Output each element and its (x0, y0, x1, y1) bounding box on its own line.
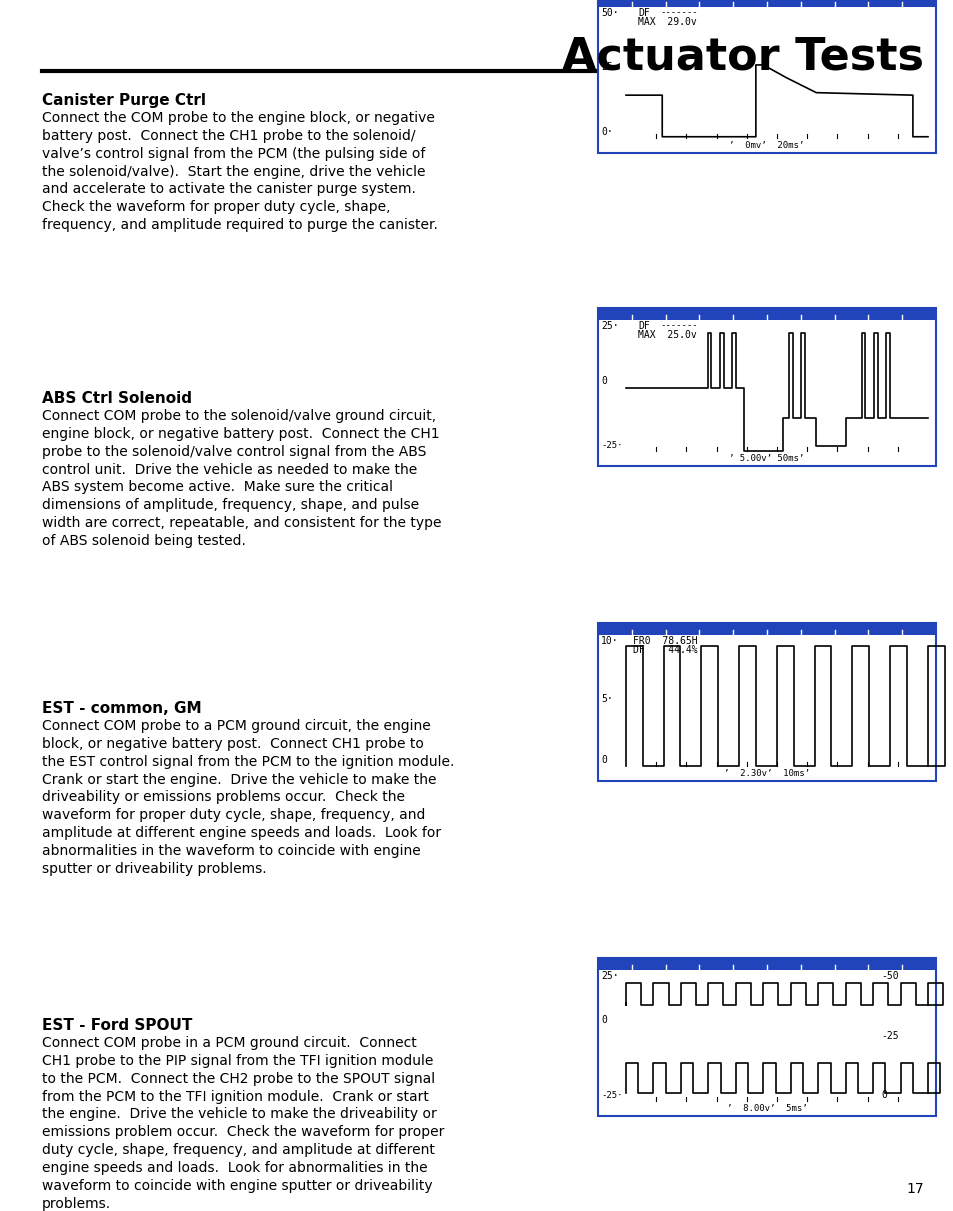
Text: 5·: 5· (600, 694, 612, 704)
Text: DF: DF (638, 8, 649, 18)
Text: DF: DF (638, 321, 649, 331)
Bar (598, 308, 935, 466)
Text: 0·: 0· (600, 127, 612, 137)
Text: EST - common, GM: EST - common, GM (42, 701, 201, 716)
Text: -------: ------- (659, 321, 697, 331)
Text: 0: 0 (600, 754, 606, 765)
Text: MAX  25.0v: MAX 25.0v (638, 331, 696, 340)
Bar (598, 0, 935, 153)
Text: 25·: 25· (600, 62, 618, 73)
Text: Actuator Tests: Actuator Tests (561, 36, 923, 79)
Text: FR0  78.65H: FR0 78.65H (633, 636, 697, 645)
Text: 0: 0 (880, 1090, 886, 1100)
Text: 0: 0 (600, 1015, 606, 1025)
Text: -25: -25 (880, 1032, 898, 1041)
Text: Connect COM probe to the solenoid/valve ground circuit,
engine block, or negativ: Connect COM probe to the solenoid/valve … (42, 409, 441, 547)
Text: -25·: -25· (600, 1091, 622, 1100)
Text: MAX  29.0v: MAX 29.0v (638, 17, 696, 27)
Text: -------: ------- (659, 8, 697, 17)
Text: -25·: -25· (600, 441, 622, 450)
Bar (598, 958, 935, 970)
Text: ’ 5.00v’ 50ms’: ’ 5.00v’ 50ms’ (729, 454, 803, 463)
Text: 17: 17 (905, 1182, 923, 1196)
Text: 25·: 25· (600, 321, 618, 331)
Bar (598, 0, 935, 7)
Text: 10·: 10· (600, 636, 618, 645)
Text: 25·: 25· (600, 971, 618, 981)
Text: -50: -50 (880, 971, 898, 981)
Text: ’  2.30v’  10ms’: ’ 2.30v’ 10ms’ (723, 769, 809, 777)
Bar (598, 308, 935, 320)
Bar (598, 622, 935, 781)
Text: ’  8.00v’  5ms’: ’ 8.00v’ 5ms’ (726, 1104, 806, 1113)
Text: Connect COM probe in a PCM ground circuit.  Connect
CH1 probe to the PIP signal : Connect COM probe in a PCM ground circui… (42, 1035, 444, 1211)
Text: Connect COM probe to a PCM ground circuit, the engine
block, or negative battery: Connect COM probe to a PCM ground circui… (42, 719, 454, 876)
Text: 50·: 50· (600, 8, 618, 18)
Bar (598, 958, 935, 1117)
Text: 0: 0 (600, 377, 606, 386)
Text: Connect the COM probe to the engine block, or negative
battery post.  Connect th: Connect the COM probe to the engine bloc… (42, 111, 437, 233)
Text: Canister Purge Ctrl: Canister Purge Ctrl (42, 93, 206, 108)
Bar (598, 622, 935, 635)
Text: ABS Ctrl Solenoid: ABS Ctrl Solenoid (42, 391, 192, 406)
Text: DF    44.4%: DF 44.4% (633, 645, 697, 655)
Text: EST - Ford SPOUT: EST - Ford SPOUT (42, 1018, 193, 1033)
Text: ’  0mv’  20ms’: ’ 0mv’ 20ms’ (729, 140, 803, 150)
